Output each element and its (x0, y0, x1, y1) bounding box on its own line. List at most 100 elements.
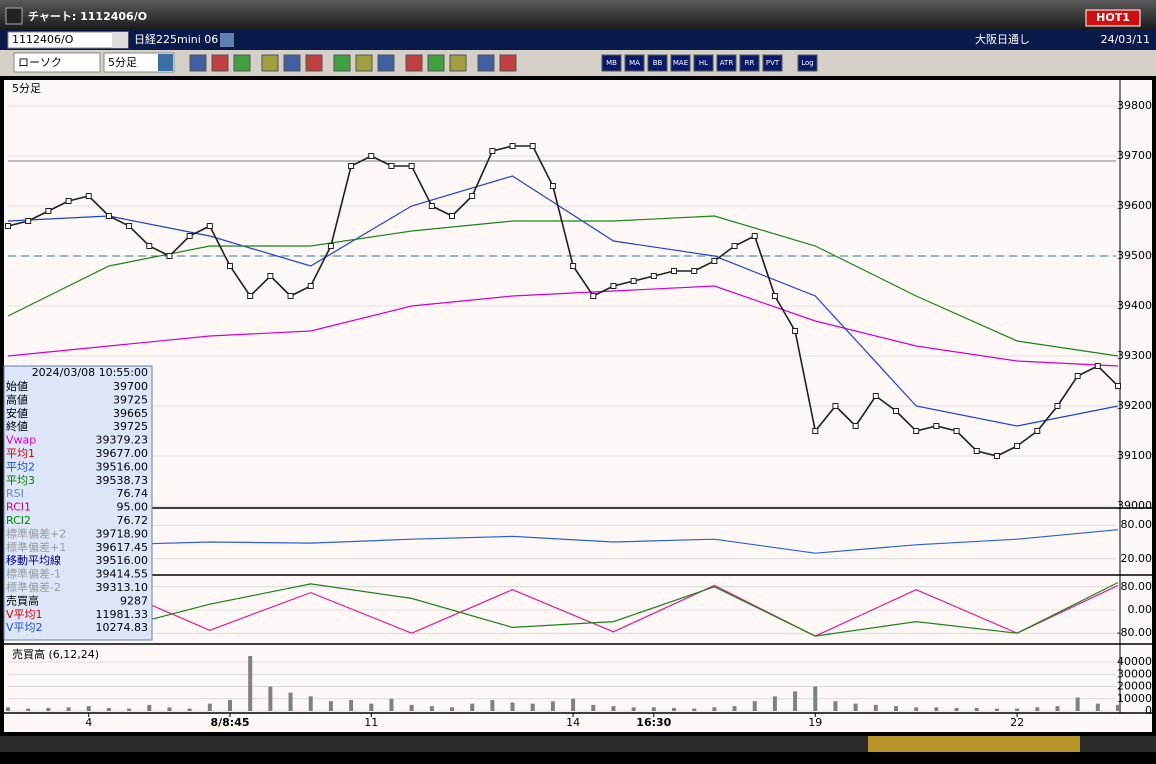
volume-bar (510, 702, 515, 711)
tool-button-label[interactable]: MB (606, 59, 617, 67)
tool-icon[interactable] (261, 54, 279, 72)
tool-button[interactable] (739, 54, 760, 72)
tool-icon[interactable] (283, 54, 301, 72)
tool-button-label[interactable]: HL (699, 59, 708, 67)
tool-icon[interactable] (233, 54, 251, 72)
price-mark (913, 428, 920, 434)
info-value: 39538.73 (96, 474, 149, 487)
type-combo[interactable] (13, 52, 101, 73)
symbol-bar (0, 30, 1156, 50)
app-icon (5, 7, 23, 25)
price-mark (711, 258, 718, 264)
price-mark (1115, 383, 1121, 389)
combo-arrow[interactable] (112, 32, 128, 48)
chart-type[interactable]: ローソク (18, 56, 62, 69)
volume-bar (187, 708, 192, 711)
x-tick-label: 4 (85, 716, 92, 729)
price-mark (590, 293, 597, 299)
price-mark (469, 193, 476, 199)
period[interactable]: 5分足 (108, 56, 137, 69)
tool-icon[interactable] (405, 54, 423, 72)
hot-button[interactable] (1085, 9, 1141, 27)
price-mark (287, 293, 294, 299)
price-mark (832, 403, 839, 409)
info-label: RCI1 (6, 501, 31, 514)
tool-button[interactable] (624, 54, 645, 72)
period-combo[interactable] (103, 52, 175, 73)
tool-icon[interactable] (333, 54, 351, 72)
info-label: Vwap (6, 434, 36, 447)
scroll-thumb[interactable] (868, 736, 1080, 752)
volume-bar (853, 703, 858, 711)
info-value: 39516.00 (96, 460, 149, 473)
volume-bar (66, 707, 71, 711)
info-value: 76.74 (117, 487, 149, 500)
tool-button-label[interactable]: BB (653, 59, 663, 67)
tool-button-label[interactable]: Log (801, 59, 814, 67)
volume-bar (147, 704, 152, 711)
tool-icon[interactable] (377, 54, 395, 72)
volume-bar (974, 707, 979, 711)
price-mark (933, 423, 940, 429)
info-value: 39617.45 (96, 541, 149, 554)
rsi-line (7, 529, 1119, 554)
info-label: 標準偏差-1 (6, 567, 61, 581)
volume-bar (1116, 704, 1120, 711)
hot-label[interactable]: HOT1 (1096, 11, 1130, 24)
combo-arrow[interactable] (158, 54, 173, 71)
info-label: V平均1 (6, 608, 43, 621)
tool-icon[interactable] (477, 54, 495, 72)
info-value: 39677.00 (96, 447, 149, 460)
info-label: RSI (6, 487, 24, 500)
tool-button-label[interactable]: ATR (720, 59, 734, 67)
price-mark (267, 273, 274, 279)
tool-button[interactable] (601, 54, 622, 72)
icon[interactable] (220, 33, 234, 47)
price-mark (872, 393, 879, 399)
volume-bar (954, 707, 959, 711)
price-mark (893, 408, 899, 414)
y-tick-label: 39400 (1117, 299, 1152, 312)
volume-bar (228, 700, 232, 711)
info-label: 平均3 (6, 474, 35, 487)
tool-icon[interactable] (355, 54, 373, 72)
y-tick-label: 39200 (1117, 399, 1152, 412)
info-value: 39516.00 (96, 554, 149, 567)
volume-bar (349, 700, 354, 711)
tool-button[interactable] (797, 54, 818, 72)
volume-label: 売買高 (6,12,24) (12, 647, 99, 661)
price-mark (852, 423, 859, 429)
info-label: 標準偏差+2 (6, 526, 66, 540)
x-tick-label: 8/8:45 (210, 716, 249, 729)
tool-button[interactable] (716, 54, 737, 72)
tool-button[interactable] (670, 54, 691, 72)
tool-button[interactable] (762, 54, 783, 72)
volume-bar (752, 701, 757, 711)
tool-icon[interactable] (305, 54, 323, 72)
tool-button-label[interactable]: PVT (766, 59, 780, 67)
price-line (7, 145, 1119, 457)
tool-icon[interactable] (211, 54, 229, 72)
info-value: 76.72 (117, 514, 149, 527)
symbol[interactable]: 1112406/O (12, 33, 74, 46)
tool-button[interactable] (693, 54, 714, 72)
y-tick-label: 0.00 (1128, 603, 1153, 616)
price-mark (489, 148, 496, 154)
tool-button-label[interactable]: MAE (673, 59, 688, 67)
tool-icon[interactable] (449, 54, 467, 72)
tool-button-label[interactable]: RR (745, 59, 755, 67)
tool-icon[interactable] (499, 54, 517, 72)
price-mark (953, 428, 960, 434)
info-panel (3, 365, 153, 641)
overlay-line (7, 215, 1119, 357)
tool-button-label[interactable]: MA (629, 59, 640, 67)
volume-bar (308, 696, 313, 711)
x-tick-label: 14 (566, 716, 580, 729)
tool-button[interactable] (647, 54, 668, 72)
tool-icon[interactable] (189, 54, 207, 72)
tool-icon[interactable] (427, 54, 445, 72)
scrollbar[interactable] (0, 736, 1156, 752)
price-mark (65, 198, 72, 204)
price-mark (1034, 428, 1041, 434)
volume-bar (248, 656, 253, 711)
